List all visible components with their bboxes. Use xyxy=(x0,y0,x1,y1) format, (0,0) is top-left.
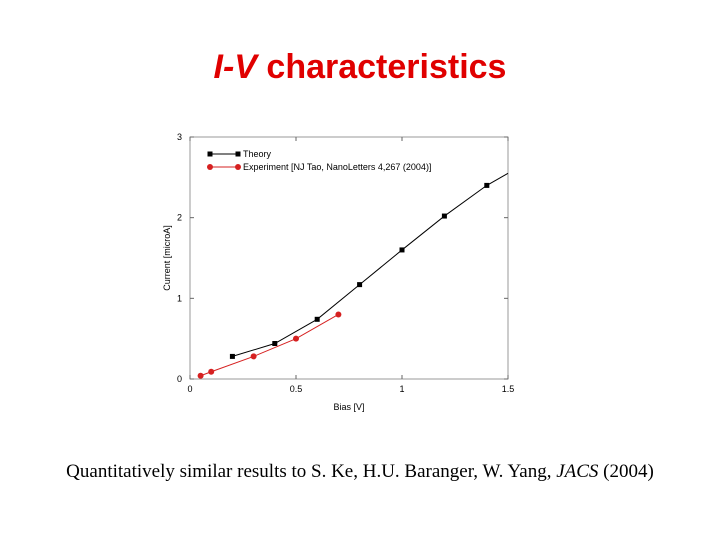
legend-marker xyxy=(235,164,241,170)
series-markers xyxy=(197,182,490,379)
axis-ticks: 0 0.5 1 1.5 0 1 2 3 xyxy=(177,132,514,394)
y-tick-label: 1 xyxy=(177,293,182,303)
legend-label-1: Experiment [NJ Tao, NanoLetters 4,267 (2… xyxy=(243,162,431,172)
y-tick-label: 0 xyxy=(177,374,182,384)
legend-marker xyxy=(235,151,241,157)
legend-marker xyxy=(207,164,213,170)
x-axis-label: Bias [V] xyxy=(333,402,364,412)
theory-point xyxy=(272,341,278,347)
series-lines xyxy=(200,172,509,377)
legend-marker xyxy=(207,151,213,157)
slide-title: I-V characteristics xyxy=(0,48,720,87)
experiment-point xyxy=(293,335,299,342)
y-tick-label: 2 xyxy=(177,213,182,223)
plot-frame xyxy=(189,136,509,380)
theory-point xyxy=(229,353,235,359)
slide-title-italic: I-V xyxy=(213,48,257,86)
theory-point xyxy=(314,316,320,322)
x-tick-label: 1 xyxy=(399,384,404,394)
caption-year: (2004) xyxy=(598,461,654,482)
legend: Theory Experiment [NJ Tao, NanoLetters 4,… xyxy=(207,149,431,172)
theory-point xyxy=(357,282,363,288)
experiment-point xyxy=(250,353,257,360)
iv-chart: 0 0.5 1 1.5 0 1 2 3 Theory Experiment [NJ Tao, N… xyxy=(162,132,514,412)
slide-title-rest: characteristics xyxy=(256,48,507,86)
series-line-0 xyxy=(232,172,509,357)
experiment-point xyxy=(335,311,342,318)
caption: Quantitatively similar results to S. Ke,… xyxy=(0,461,720,483)
x-tick-label: 0 xyxy=(187,384,192,394)
theory-point xyxy=(399,247,405,253)
x-tick-label: 1.5 xyxy=(502,384,515,394)
caption-text: Quantitatively similar results to S. Ke,… xyxy=(66,461,557,482)
x-tick-label: 0.5 xyxy=(290,384,303,394)
theory-point xyxy=(484,182,490,188)
caption-journal: JACS xyxy=(556,461,599,482)
experiment-point xyxy=(208,368,215,375)
y-tick-label: 3 xyxy=(177,132,182,142)
y-axis-label: Current [microA] xyxy=(162,225,172,291)
legend-label-0: Theory xyxy=(243,149,272,159)
experiment-point xyxy=(197,372,204,379)
theory-point xyxy=(441,213,447,219)
